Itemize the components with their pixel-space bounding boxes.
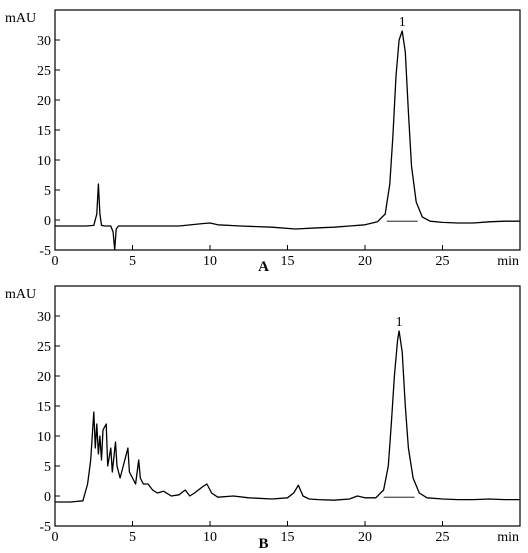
y-tick-label: 5: [44, 184, 51, 199]
plot-frame: [54, 285, 521, 527]
y-tick-label: 10: [37, 154, 51, 169]
y-tick-label: 30: [37, 34, 51, 49]
x-tick-label: 20: [358, 254, 372, 269]
x-tick-label: 0: [52, 254, 59, 269]
x-tick-label: 10: [203, 530, 217, 545]
y-tick-label: 25: [37, 64, 51, 79]
y-tick-label: -5: [39, 244, 51, 259]
panel-label: A: [258, 259, 269, 275]
y-tick-label: 15: [37, 400, 51, 415]
y-tick-label: 0: [44, 490, 51, 505]
x-tick-label: 5: [129, 254, 136, 269]
y-tick-label: 25: [37, 340, 51, 355]
y-tick-label: 30: [37, 310, 51, 325]
x-tick-label: 25: [436, 530, 450, 545]
plot-frame: [54, 9, 521, 251]
y-tick-label: 0: [44, 214, 51, 229]
x-axis-label: min: [497, 530, 519, 545]
peak-label: 1: [399, 15, 406, 30]
y-tick-label: 15: [37, 124, 51, 139]
peak-label: 1: [396, 315, 403, 330]
x-axis-label: min: [497, 254, 519, 269]
chromatogram-trace: [55, 30, 520, 251]
y-axis-label: mAU: [5, 287, 36, 302]
x-tick-label: 20: [358, 530, 372, 545]
x-tick-label: 10: [203, 254, 217, 269]
x-tick-label: 5: [129, 530, 136, 545]
y-tick-label: 5: [44, 460, 51, 475]
y-tick-label: 20: [37, 94, 51, 109]
y-tick-label: 20: [37, 370, 51, 385]
x-tick-label: 15: [281, 530, 295, 545]
y-axis-label: mAU: [5, 11, 36, 26]
x-tick-label: 25: [436, 254, 450, 269]
y-tick-label: 10: [37, 430, 51, 445]
panel-label: B: [258, 536, 268, 552]
x-tick-label: 0: [52, 530, 59, 545]
y-tick-label: -5: [39, 520, 51, 535]
chromatogram-trace: [55, 330, 520, 503]
x-tick-label: 15: [281, 254, 295, 269]
